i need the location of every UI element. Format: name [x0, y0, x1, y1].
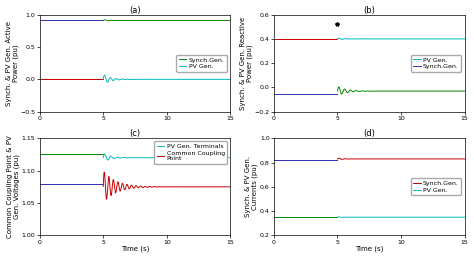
Y-axis label: Synch. & PV Gen. Reactive
Power (pu): Synch. & PV Gen. Reactive Power (pu) — [240, 17, 253, 110]
Y-axis label: Synch. & PV Gen. Active
Power (pu): Synch. & PV Gen. Active Power (pu) — [6, 21, 19, 106]
Legend: PV Gen., Synch.Gen.: PV Gen., Synch.Gen. — [410, 55, 462, 72]
Legend: PV Gen. Terminals, Common Coupling
Point: PV Gen. Terminals, Common Coupling Point — [154, 141, 227, 164]
Title: (b): (b) — [363, 6, 375, 14]
X-axis label: Time (s): Time (s) — [121, 246, 149, 252]
X-axis label: Time (s): Time (s) — [355, 246, 383, 252]
Y-axis label: Synch. & PV Gen.
Currents (pu): Synch. & PV Gen. Currents (pu) — [245, 156, 258, 217]
Title: (d): (d) — [363, 129, 375, 138]
Legend: Synch.Gen., PV Gen.: Synch.Gen., PV Gen. — [176, 55, 227, 72]
Title: (c): (c) — [129, 129, 140, 138]
Legend: Synch.Gen., PV Gen.: Synch.Gen., PV Gen. — [410, 178, 462, 195]
Title: (a): (a) — [129, 6, 141, 14]
Y-axis label: Common Coupling Point & PV
Gen. Voltages (pu): Common Coupling Point & PV Gen. Voltages… — [7, 135, 20, 238]
